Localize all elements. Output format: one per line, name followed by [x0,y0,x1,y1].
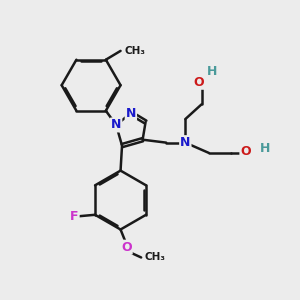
Text: H: H [260,142,270,155]
Text: CH₃: CH₃ [145,253,166,262]
Text: O: O [193,76,204,89]
Text: O: O [240,145,251,158]
Text: O: O [121,241,132,254]
Text: H: H [207,65,217,79]
Text: N: N [180,136,190,149]
Text: N: N [111,118,121,131]
Text: N: N [126,107,136,120]
Text: F: F [70,210,79,223]
Text: CH₃: CH₃ [124,46,145,56]
